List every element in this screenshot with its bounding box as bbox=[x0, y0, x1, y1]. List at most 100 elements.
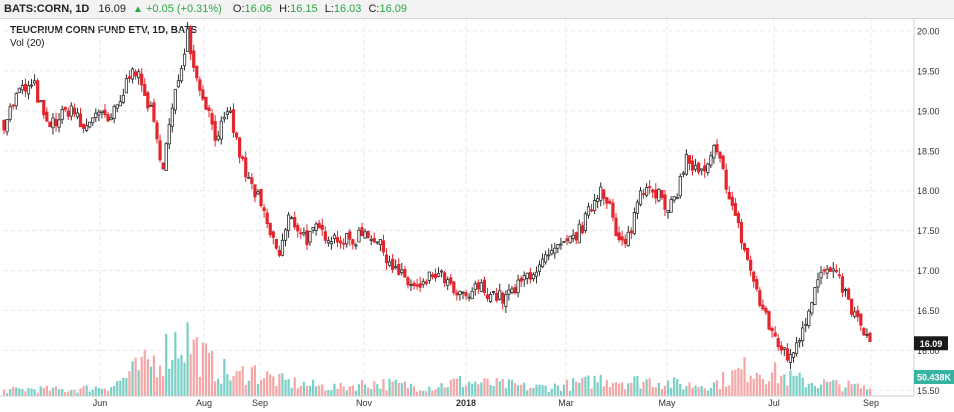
volume-bar bbox=[367, 387, 370, 396]
volume-bar bbox=[391, 381, 394, 396]
volume-bar bbox=[207, 353, 211, 396]
volume-bar bbox=[412, 386, 416, 396]
candle-body bbox=[2, 119, 6, 131]
candle-body bbox=[773, 332, 777, 337]
candle-body bbox=[779, 345, 783, 351]
volume-bar bbox=[39, 386, 42, 396]
volume-bar bbox=[373, 381, 376, 396]
volume-bar bbox=[559, 391, 563, 396]
candle-body bbox=[831, 268, 835, 272]
candle-body bbox=[544, 254, 548, 263]
candle-body bbox=[39, 100, 43, 103]
candle-body bbox=[57, 119, 61, 128]
candle-body bbox=[733, 202, 737, 216]
volume-bar bbox=[795, 375, 798, 396]
volume-bar bbox=[434, 389, 437, 396]
volume-bar bbox=[770, 372, 774, 396]
y-tick-label: 17.50 bbox=[917, 226, 940, 236]
candle-body bbox=[473, 283, 477, 290]
candle-body bbox=[519, 277, 523, 282]
candle-body bbox=[470, 290, 474, 300]
candle-body bbox=[638, 190, 643, 205]
volume-bar bbox=[694, 385, 697, 396]
candle-body bbox=[210, 113, 214, 125]
volume-bar bbox=[783, 374, 786, 396]
volume-bar bbox=[722, 371, 725, 396]
volume-bar bbox=[838, 384, 841, 396]
candle-body bbox=[614, 217, 618, 237]
x-tick-label: May bbox=[658, 398, 676, 408]
volume-bar bbox=[64, 392, 67, 396]
candle-body bbox=[458, 290, 462, 296]
volume-bar bbox=[477, 384, 480, 396]
volume-bar bbox=[856, 383, 859, 396]
candle-body bbox=[412, 282, 416, 287]
volume-bar bbox=[302, 381, 305, 396]
candle-body bbox=[314, 223, 318, 231]
candle-body bbox=[700, 168, 704, 171]
volume-bar bbox=[397, 382, 400, 396]
volume-bar bbox=[761, 378, 764, 396]
candle-body bbox=[256, 191, 260, 195]
candle-body bbox=[635, 201, 640, 214]
candle-body bbox=[794, 342, 799, 354]
candle-body bbox=[690, 160, 695, 171]
candle-body bbox=[461, 291, 465, 294]
volume-bar bbox=[431, 390, 434, 396]
volume-bar bbox=[645, 379, 648, 396]
candle-body bbox=[565, 238, 569, 242]
volume-bar bbox=[348, 386, 351, 396]
volume-bar bbox=[556, 385, 559, 396]
volume-bar bbox=[363, 384, 367, 396]
candle-body bbox=[654, 189, 658, 199]
candle-body bbox=[433, 273, 438, 279]
volume-bar bbox=[247, 380, 250, 396]
candle-body bbox=[675, 197, 679, 200]
candle-body bbox=[482, 279, 487, 293]
volume-bar bbox=[471, 384, 474, 396]
candle-body bbox=[409, 284, 413, 287]
candle-body bbox=[534, 271, 539, 277]
volume-bar bbox=[12, 386, 15, 396]
volume-bar bbox=[807, 383, 810, 396]
candle-body bbox=[91, 117, 95, 124]
candle-body bbox=[36, 80, 40, 103]
candle-body bbox=[678, 176, 682, 197]
volume-indicator-label[interactable]: Vol (20) bbox=[10, 38, 45, 49]
candle-body bbox=[813, 287, 817, 305]
candle-body bbox=[752, 271, 756, 282]
volume-bar bbox=[440, 383, 443, 396]
volume-bar bbox=[97, 387, 100, 396]
candle-body bbox=[745, 247, 750, 260]
candle-body bbox=[63, 106, 67, 110]
candle-body bbox=[443, 272, 447, 284]
candle-body bbox=[767, 311, 771, 330]
candle-body bbox=[421, 281, 425, 285]
candle-body bbox=[299, 232, 303, 235]
volume-bar bbox=[168, 368, 171, 396]
volume-bar bbox=[581, 377, 584, 396]
candle-body bbox=[216, 135, 220, 140]
volume-bar bbox=[278, 373, 281, 396]
volume-bar bbox=[244, 384, 247, 396]
candle-body bbox=[85, 125, 89, 131]
candle-body bbox=[816, 279, 820, 288]
candle-body bbox=[384, 254, 389, 264]
x-tick-label: 2018 bbox=[456, 398, 476, 408]
volume-bar bbox=[324, 390, 327, 396]
candle-body bbox=[439, 270, 444, 273]
candle-body bbox=[687, 155, 692, 164]
candle-body bbox=[761, 304, 765, 310]
volume-bar bbox=[862, 385, 865, 396]
volume-bar bbox=[480, 382, 483, 396]
candle-body bbox=[791, 352, 796, 358]
volume-bar bbox=[51, 387, 55, 396]
candle-body bbox=[697, 162, 701, 173]
volume-bar bbox=[605, 380, 608, 396]
symbol-name[interactable]: BATS:CORN, 1D bbox=[4, 3, 90, 15]
candle-body bbox=[801, 327, 805, 342]
candle-body bbox=[807, 310, 811, 326]
volume-bar bbox=[284, 379, 287, 396]
volume-bar bbox=[143, 349, 146, 396]
